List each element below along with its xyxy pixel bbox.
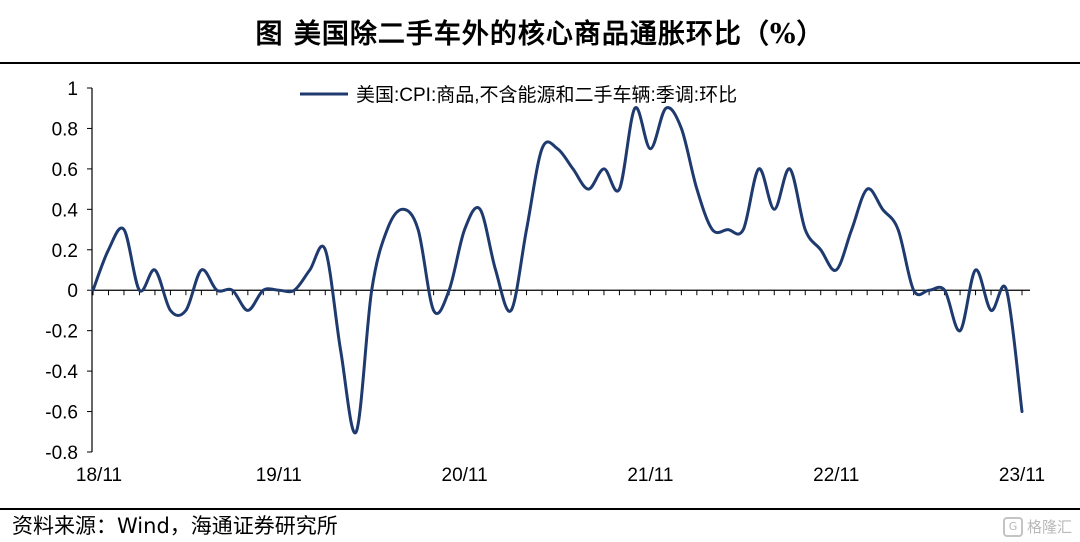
data-point	[541, 147, 544, 150]
y-tick-label: -0.8	[45, 443, 78, 464]
y-tick-label: 0.2	[52, 241, 78, 262]
data-point	[1021, 410, 1024, 413]
data-point	[246, 309, 249, 312]
data-point	[850, 228, 853, 231]
x-tick-label: 22/11	[813, 465, 859, 486]
data-point	[618, 188, 621, 191]
data-point	[432, 309, 435, 312]
y-tick-label: -0.2	[45, 322, 78, 343]
chart-legend: 美国:CPI:商品,不含能源和二手车辆:季调:环比	[300, 84, 737, 106]
data-point	[928, 289, 931, 292]
watermark: G 格隆汇	[1002, 516, 1072, 537]
y-tick-label: 1	[67, 79, 78, 100]
data-point	[587, 188, 590, 191]
legend-label: 美国:CPI:商品,不含能源和二手车辆:季调:环比	[356, 84, 737, 106]
line-chart: 1 0.8 0.6 0.4 0.2 0 -0.2 -0.4 -0.6 -0.8 18/11 19/1…	[45, 79, 1045, 486]
data-point	[757, 167, 760, 170]
data-point	[401, 208, 404, 211]
x-tick-label: 21/11	[627, 465, 673, 486]
data-point	[1005, 289, 1008, 292]
series-group	[91, 106, 1024, 435]
y-tick-label: 0	[67, 281, 78, 302]
data-point	[943, 289, 946, 292]
x-tick-label: 23/11	[999, 465, 1045, 486]
data-point	[231, 289, 234, 292]
data-point	[107, 248, 110, 251]
x-tick-label: 20/11	[442, 465, 488, 486]
data-point	[479, 208, 482, 211]
data-point	[742, 228, 745, 231]
data-point	[138, 289, 141, 292]
data-point	[494, 269, 497, 272]
data-point	[804, 228, 807, 231]
y-tick-label: 0.6	[52, 160, 78, 181]
data-point	[680, 127, 683, 130]
data-point	[819, 248, 822, 251]
data-point	[463, 228, 466, 231]
data-point	[726, 228, 729, 231]
data-point	[881, 208, 884, 211]
watermark-logo-icon: G	[1002, 516, 1023, 537]
data-point	[525, 228, 528, 231]
data-point	[572, 167, 575, 170]
data-point	[277, 289, 280, 292]
y-tick-label: -0.6	[45, 403, 78, 424]
data-point	[897, 228, 900, 231]
data-point	[649, 147, 652, 150]
data-point	[123, 228, 126, 231]
data-point	[370, 289, 373, 292]
data-point	[293, 289, 296, 292]
y-tick-label: 0.4	[52, 200, 79, 221]
data-point	[215, 289, 218, 292]
data-point	[510, 309, 513, 312]
data-point	[92, 289, 95, 292]
data-point	[711, 228, 714, 231]
y-tick-label: -0.4	[45, 362, 78, 383]
data-point	[200, 269, 203, 272]
data-point	[773, 208, 776, 211]
data-point	[664, 107, 667, 110]
data-point	[556, 147, 559, 150]
data-point	[959, 329, 962, 332]
data-point	[448, 289, 451, 292]
data-point	[355, 430, 358, 433]
data-point	[695, 188, 698, 191]
data-point	[308, 269, 311, 272]
y-axis-ticks: 1 0.8 0.6 0.4 0.2 0 -0.2 -0.4 -0.6 -0.8	[45, 79, 92, 464]
data-point	[603, 167, 606, 170]
data-point	[262, 289, 265, 292]
watermark-text: 格隆汇	[1026, 518, 1072, 536]
data-point	[184, 309, 187, 312]
data-point	[633, 107, 636, 110]
data-point	[974, 269, 977, 272]
data-point	[866, 188, 869, 191]
data-point	[324, 248, 327, 251]
data-point	[912, 289, 915, 292]
y-tick-label: 0.8	[52, 119, 78, 140]
source-note: 资料来源：Wind，海通证券研究所	[12, 514, 338, 538]
data-point	[339, 349, 342, 352]
data-point	[990, 309, 993, 312]
series-line	[91, 106, 1024, 435]
source-divider	[0, 508, 1080, 510]
data-point	[386, 228, 389, 231]
x-axis-ticks: 18/11 19/11 20/11 21/11 22/11 23/11	[76, 290, 1045, 486]
x-tick-label: 19/11	[256, 465, 302, 486]
title-divider	[0, 62, 1080, 64]
x-tick-label: 18/11	[76, 465, 122, 486]
data-point	[835, 269, 838, 272]
chart-axes	[91, 88, 1030, 452]
data-point	[788, 167, 791, 170]
data-point	[169, 309, 172, 312]
data-point	[417, 228, 420, 231]
data-point	[153, 269, 156, 272]
chart-title: 图 美国除二手车外的核心商品通胀环比（%）	[255, 18, 825, 50]
